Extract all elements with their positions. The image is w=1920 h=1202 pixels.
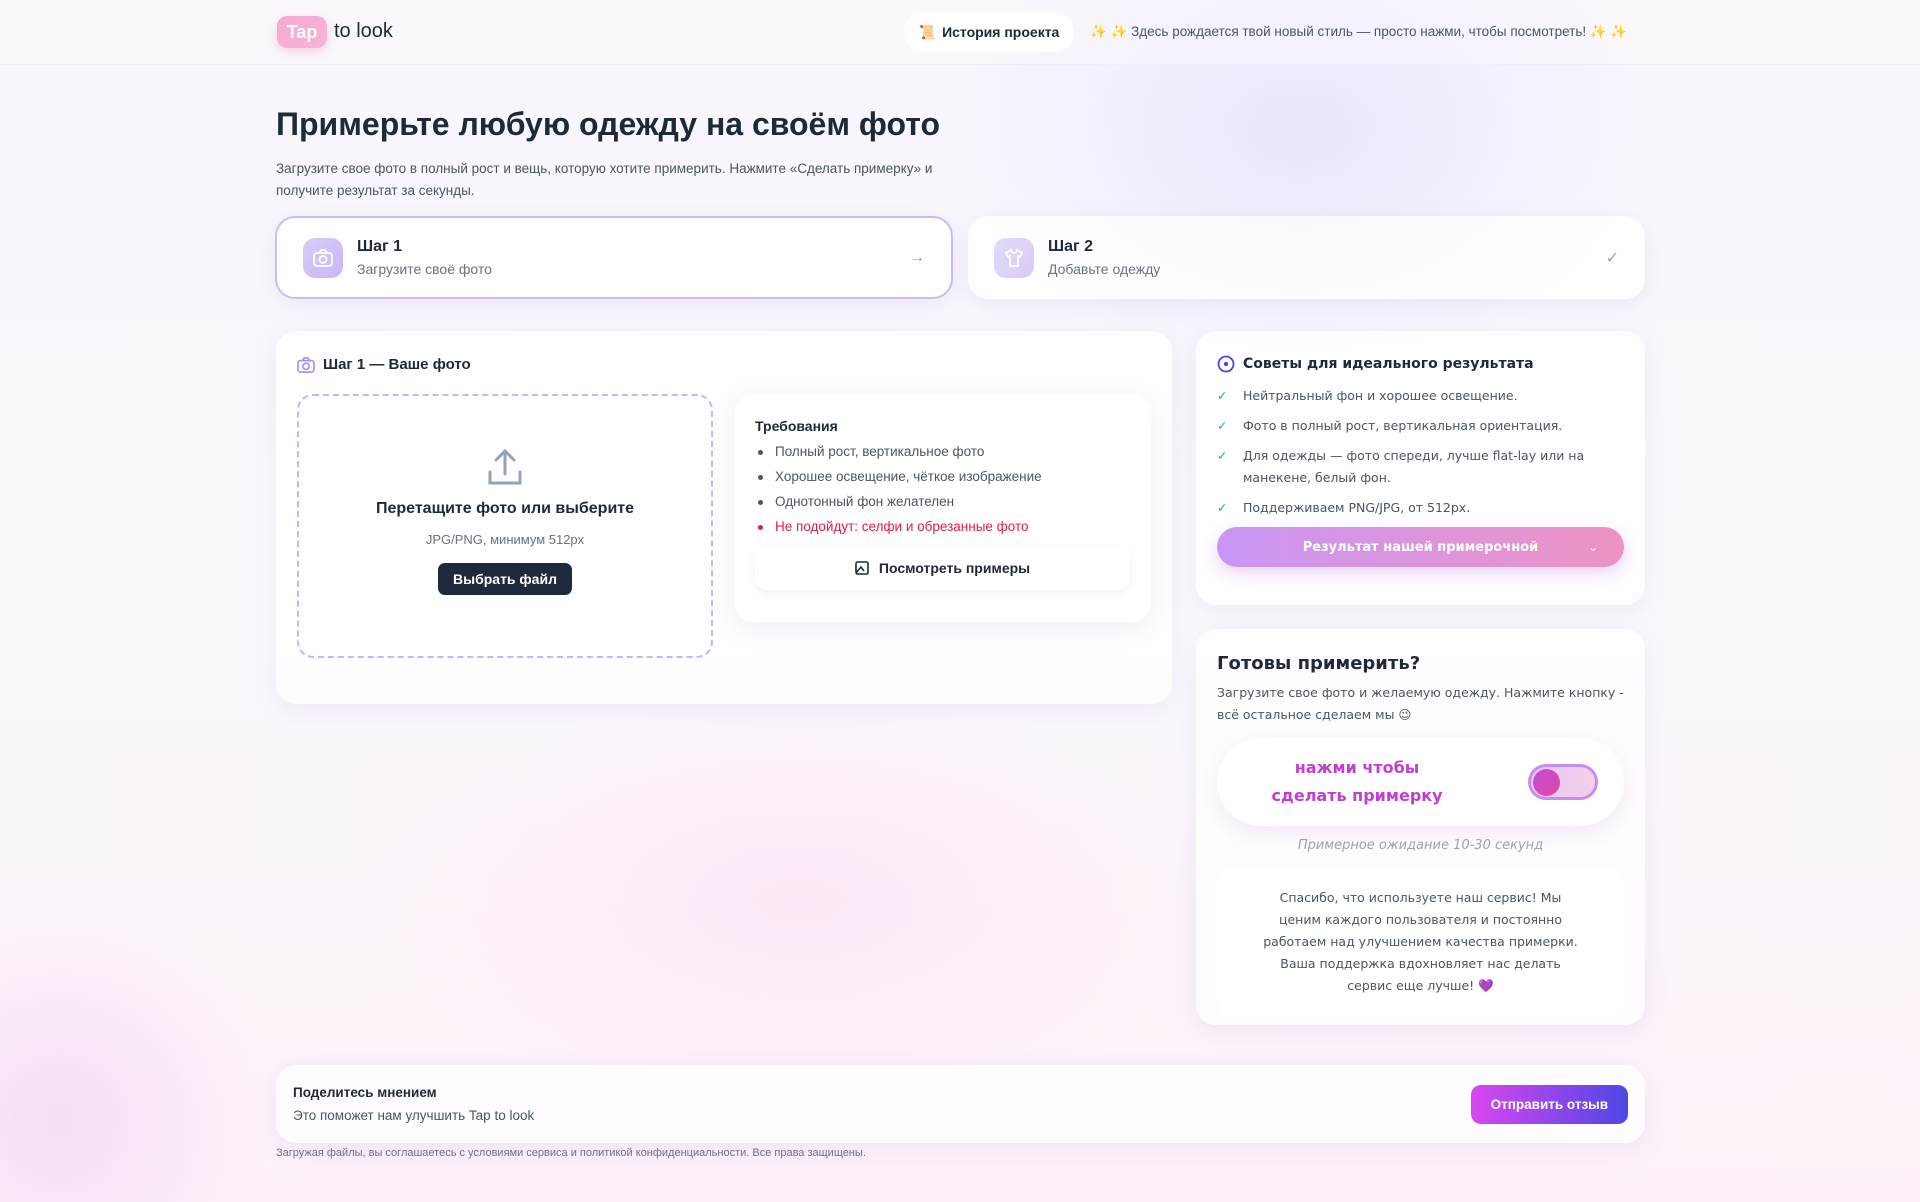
tryon-toggle-label: нажми чтобы сделать примерку [1271,758,1443,805]
tips-title-text: Советы для идеального результата [1243,356,1534,372]
requirement-item: Хорошее освещение, чёткое изображение [755,469,1130,484]
camera-icon [303,237,343,278]
history-label: История проекта [942,24,1060,40]
marquee-text[interactable]: ✨ ✨ Здесь рождается твой новый стиль — п… [1090,24,1628,39]
requirement-item: Однотонный фон желателен [755,494,1130,509]
result-label: Результат нашей примерочной [1302,539,1539,555]
requirements-title: Требования [755,418,838,434]
tryon-toggle[interactable] [1528,764,1598,800]
choose-file-button[interactable]: Выбрать файл [438,563,572,595]
check-icon: ✓ [1217,448,1228,463]
page-title: Примерьте любую одежду на своём фото [276,106,941,142]
requirements-card: Требования Полный рост, вертикальное фот… [734,394,1151,622]
camera-icon [297,356,315,373]
tip-item: ✓ Нейтральный фон и хорошее освещение. [1217,385,1624,407]
history-button[interactable]: 📜 История проекта [904,12,1074,52]
photo-dropzone[interactable]: Перетащите фото или выберите JPG/PNG, ми… [297,394,713,658]
requirement-item: Полный рост, вертикальное фото [755,444,1130,459]
check-icon: ✓ [1217,500,1228,515]
tip-item: ✓ Для одежды — фото спереди, лучше flat-l… [1217,445,1624,489]
step-subtitle: Загрузите своё фото [357,261,492,277]
tips-title: Советы для идеального результата [1217,355,1624,373]
step-2-card[interactable]: Шаг 2 Добавьте одежду ✓ [968,216,1645,299]
tip-item: ✓ Фото в полный рост, вертикальная ориент… [1217,415,1624,437]
chevron-down-icon: ⌄ [1588,540,1598,554]
step-subtitle: Добавьте одежду [1048,261,1161,277]
logo-badge[interactable]: Tap [277,16,327,48]
view-examples-button[interactable]: Посмотреть примеры [755,546,1130,590]
feedback-bar: Поделитесь мнением Это поможет нам улучши… [276,1065,1645,1143]
requirements-list: Полный рост, вертикальное фото Хорошее о… [755,444,1130,534]
feedback-subtitle: Это поможет нам улучшить Tap to look [293,1108,535,1123]
check-icon: ✓ [1605,249,1619,267]
requirement-warning: Не подойдут: селфи и обрезанные фото [755,519,1130,534]
logo-text[interactable]: to look [334,20,393,42]
dropzone-hint: JPG/PNG, минимум 512px [425,532,585,547]
tips-card: Советы для идеального результата ✓ Нейтра… [1196,331,1645,605]
scroll-icon: 📜 [918,23,937,40]
thanks-message: Спасибо, что используете наш сервис! Мы … [1217,867,1624,1017]
ready-text: Загрузите свое фото и желаемую одежду. Н… [1217,685,1624,722]
image-icon [855,561,869,575]
tryon-toggle-container[interactable]: нажми чтобы сделать примерку [1217,738,1624,826]
step-title: Шаг 2 [1048,238,1093,255]
arrow-right-icon: → [909,248,925,266]
check-icon: ✓ [1217,388,1228,403]
page-subtitle: Загрузите свое фото в полный рост и вещь… [276,161,933,198]
check-icon: ✓ [1217,418,1228,433]
target-icon [1217,355,1235,373]
tshirt-icon [994,237,1034,278]
feedback-title: Поделитесь мнением [293,1085,437,1100]
step-1-card[interactable]: Шаг 1 Загрузите своё фото → [275,216,953,299]
result-dropdown-button[interactable]: Результат нашей примерочной ⌄ [1217,527,1624,567]
tips-list: ✓ Нейтральный фон и хорошее освещение. ✓ Ф… [1217,385,1624,519]
toggle-knob [1533,769,1560,796]
footer-legal-text: Загружая файлы, вы соглашаетесь с услови… [276,1147,866,1159]
ready-title: Готовы примерить? [1217,653,1421,674]
wait-estimate: Примерное ожидание 10-30 секунд [1297,838,1544,853]
upload-icon [488,448,522,485]
view-examples-label: Посмотреть примеры [878,560,1031,576]
dropzone-title: Перетащите фото или выберите [375,500,635,517]
step-title: Шаг 1 [357,238,402,255]
send-feedback-button[interactable]: Отправить отзыв [1470,1084,1628,1124]
tip-item: ✓ Поддерживаем PNG/JPG, от 512px. [1217,497,1624,519]
upload-card-title: Шаг 1 — Ваше фото [297,356,471,373]
ready-card: Готовы примерить? Загрузите свое фото и … [1196,629,1645,1025]
upload-title-text: Шаг 1 — Ваше фото [323,356,471,373]
